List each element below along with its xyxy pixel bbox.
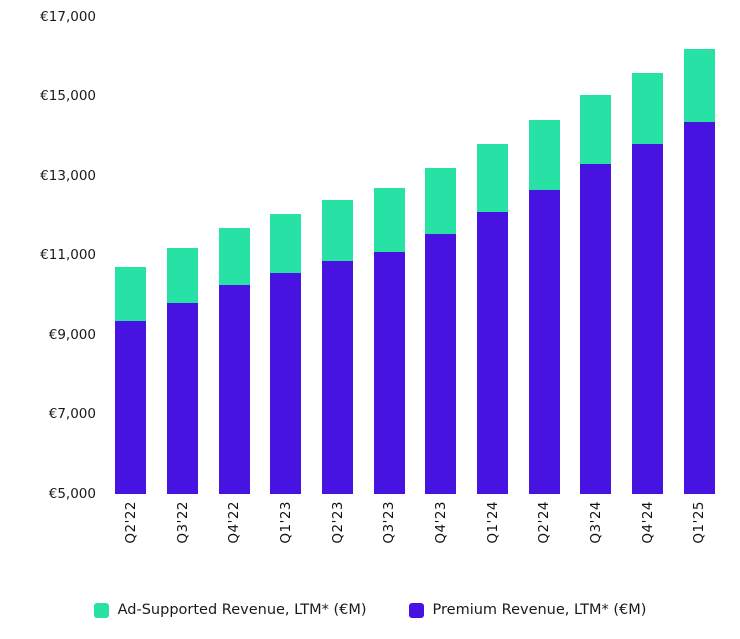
premium-segment	[115, 321, 147, 494]
bar-slot	[415, 17, 467, 494]
premium-segment	[373, 251, 405, 494]
x-tick-slot: Q1'24	[467, 501, 519, 544]
x-tick-slot: Q1'25	[673, 501, 725, 544]
legend-swatch-icon	[408, 602, 424, 618]
premium-segment	[632, 144, 664, 494]
premium-segment	[683, 122, 715, 494]
x-tick-slot: Q2'22	[105, 501, 157, 544]
x-tick-label: Q4'22	[226, 501, 243, 544]
bar-q324	[580, 94, 612, 494]
ad-supported-segment	[322, 199, 354, 262]
ad-supported-segment	[115, 267, 147, 322]
legend-label: Premium Revenue, LTM* (€M)	[432, 602, 647, 618]
legend-label: Ad-Supported Revenue, LTM* (€M)	[117, 602, 367, 618]
premium-segment	[322, 261, 354, 494]
x-tick-label: Q3'23	[381, 501, 398, 544]
y-tick-label: €11,000	[40, 247, 96, 263]
x-tick-slot: Q2'24	[518, 501, 570, 544]
bar-slot	[570, 17, 622, 494]
bar-slot	[157, 17, 209, 494]
bar-q224	[528, 120, 560, 494]
x-axis: Q2'22 Q3'22 Q4'22 Q1'23 Q2'23 Q3'23 Q4'23 Q1'24…	[105, 501, 725, 563]
premium-segment	[580, 164, 612, 494]
ad-supported-segment	[218, 227, 250, 286]
plot-area	[105, 17, 725, 494]
premium-segment	[218, 285, 250, 494]
bar-q424	[632, 72, 664, 494]
x-tick-label: Q3'22	[174, 501, 191, 544]
ad-supported-segment	[632, 72, 664, 145]
x-tick-slot: Q3'24	[570, 501, 622, 544]
bar-slot	[363, 17, 415, 494]
ad-supported-segment	[528, 120, 560, 190]
premium-segment	[528, 189, 560, 494]
legend-item: Ad-Supported Revenue, LTM* (€M)	[93, 602, 367, 618]
bar-slot	[622, 17, 674, 494]
x-tick-slot: Q3'23	[363, 501, 415, 544]
x-tick-slot: Q2'23	[312, 501, 364, 544]
x-tick-label: Q2'23	[329, 501, 346, 544]
x-tick-label: Q1'25	[691, 501, 708, 544]
bar-slot	[673, 17, 725, 494]
bars	[105, 17, 725, 494]
bar-q123	[270, 213, 302, 494]
x-tick-label: Q4'24	[639, 501, 656, 544]
bar-q422	[218, 227, 250, 494]
bar-q322	[167, 247, 198, 494]
bar-q423	[425, 168, 457, 494]
bar-slot	[208, 17, 260, 494]
x-tick-slot: Q4'22	[208, 501, 260, 544]
bar-slot	[260, 17, 312, 494]
x-tick-label: Q2'24	[536, 501, 553, 544]
legend: Ad-Supported Revenue, LTM* (€M) Premium R…	[0, 596, 740, 624]
bar-q125	[683, 48, 715, 494]
y-tick-label: €15,000	[40, 88, 96, 104]
x-tick-slot: Q4'23	[415, 501, 467, 544]
premium-segment	[425, 233, 457, 494]
x-tick-label: Q2'22	[122, 501, 139, 544]
bar-slot	[105, 17, 157, 494]
premium-segment	[270, 273, 302, 494]
bar-q223	[322, 199, 354, 494]
x-tick-label: Q3'24	[587, 501, 604, 544]
x-tick-label: Q1'24	[484, 501, 501, 544]
bar-q323	[373, 187, 405, 494]
ad-supported-segment	[270, 213, 302, 274]
x-tick-label: Q1'23	[277, 501, 294, 544]
y-tick-label: €9,000	[48, 326, 96, 343]
bar-q124	[477, 144, 509, 494]
premium-segment	[477, 211, 509, 494]
x-tick-slot: Q4'24	[622, 501, 674, 544]
x-tick-slot: Q3'22	[157, 501, 209, 544]
ad-supported-segment	[167, 247, 198, 304]
y-tick-label: €17,000	[40, 8, 96, 25]
bar-q222	[115, 267, 147, 494]
x-tick-slot: Q1'23	[260, 501, 312, 544]
bar-slot	[467, 17, 519, 494]
ad-supported-segment	[477, 144, 509, 212]
bar-slot	[312, 17, 364, 494]
y-axis: €5,000 €7,000 €9,000 €11,000 €13,000 €15,000 €…	[0, 9, 96, 502]
ad-supported-segment	[425, 168, 457, 234]
y-tick-label: €7,000	[48, 406, 96, 422]
ad-supported-segment	[580, 94, 612, 165]
x-tick-label: Q4'23	[432, 501, 449, 544]
premium-segment	[167, 303, 198, 494]
bar-slot	[518, 17, 570, 494]
ad-supported-segment	[683, 48, 715, 123]
legend-item: Premium Revenue, LTM* (€M)	[408, 602, 647, 618]
legend-swatch-icon	[93, 602, 109, 618]
ad-supported-segment	[373, 187, 405, 252]
y-tick-label: €5,000	[48, 485, 96, 502]
y-tick-label: €13,000	[40, 167, 96, 184]
